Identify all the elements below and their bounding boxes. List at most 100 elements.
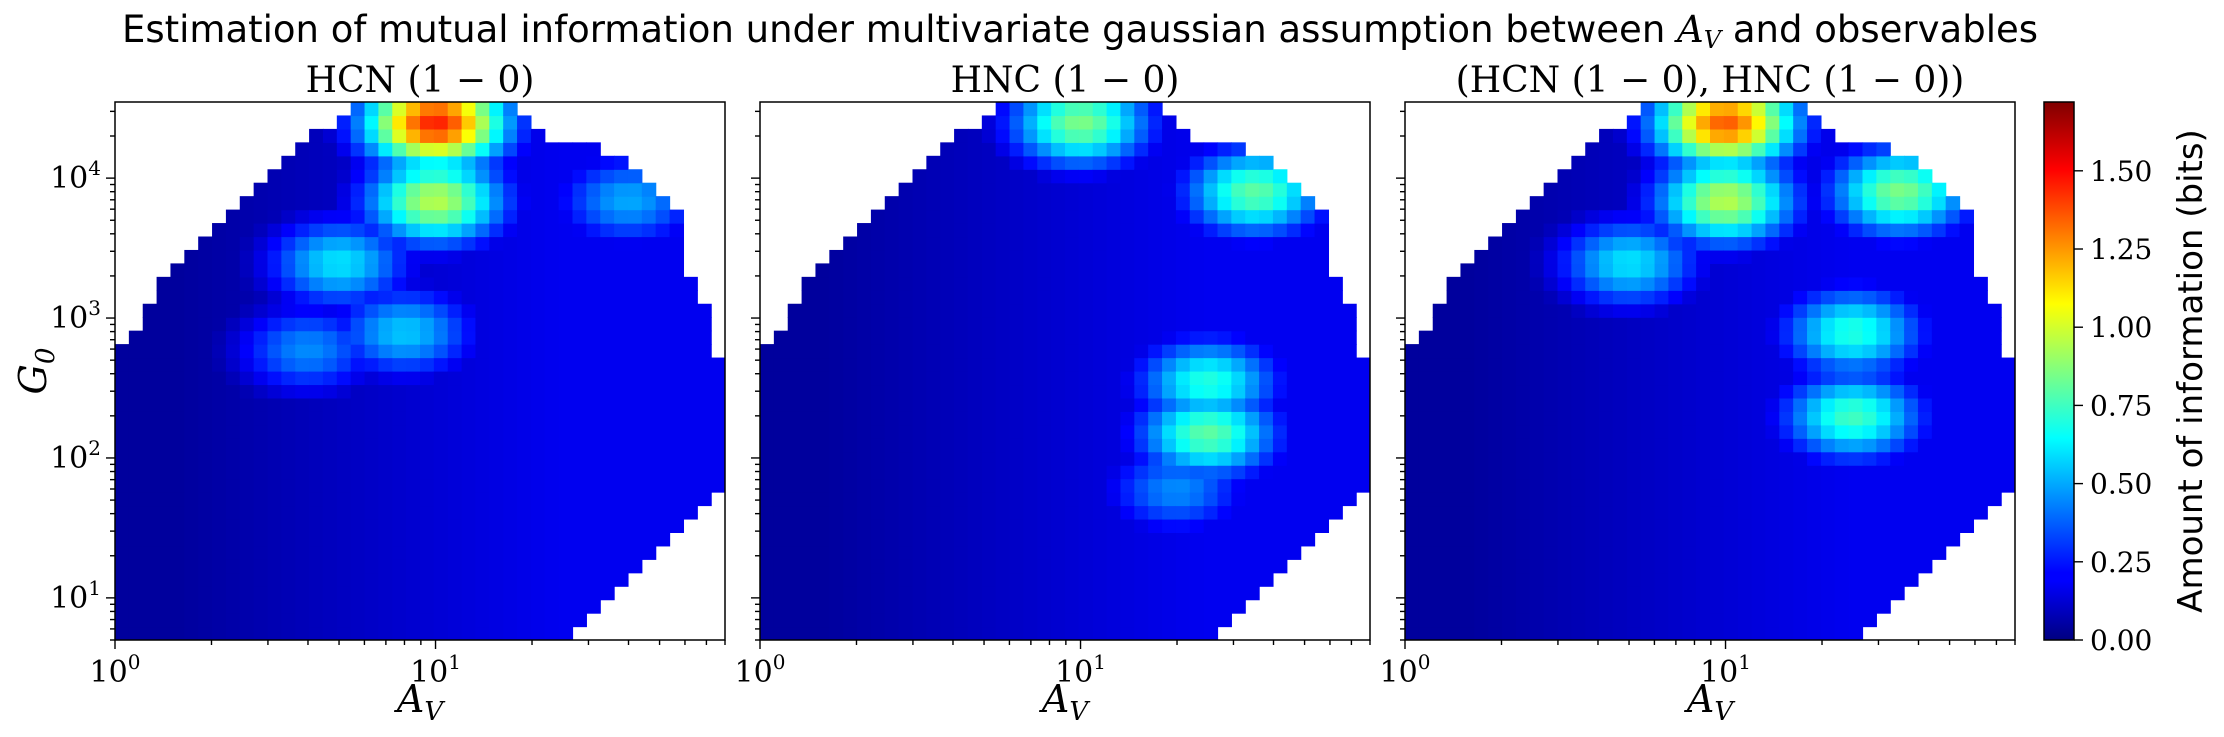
heatmap-cell (406, 169, 421, 184)
heatmap-cell (322, 532, 338, 547)
heatmap-cell (600, 276, 615, 291)
heatmap-cell (461, 209, 477, 224)
heatmap-cell (253, 451, 269, 466)
heatmap-cell (170, 438, 185, 453)
heatmap-cell (954, 330, 969, 345)
heatmap-cell (156, 371, 172, 386)
heatmap-cell (267, 330, 282, 345)
heatmap-cell (1557, 263, 1572, 278)
heatmap-cell (239, 371, 255, 386)
heatmap-cell (995, 613, 1011, 628)
heatmap-cell (253, 438, 269, 453)
heatmap-cell (1737, 276, 1753, 291)
heatmap-cell (600, 303, 615, 318)
heatmap-cell (530, 599, 546, 614)
heatmap-cell (1723, 438, 1739, 453)
heatmap-cell (1890, 290, 1905, 305)
heatmap-cell (600, 330, 615, 345)
heatmap-cell (1737, 572, 1753, 587)
heatmap-cell (1668, 586, 1683, 601)
heatmap-cell (1599, 492, 1614, 507)
heatmap-cell (1515, 599, 1531, 614)
heatmap-cell (142, 492, 158, 507)
heatmap-cell (1051, 196, 1066, 211)
heatmap-cell (433, 169, 449, 184)
heatmap-cell (1078, 276, 1094, 291)
heatmap-cell (1203, 465, 1219, 480)
heatmap-cell (336, 371, 352, 386)
heatmap-cell (1917, 357, 1933, 372)
heatmap-cell (995, 545, 1011, 560)
heatmap-cell (1460, 586, 1475, 601)
heatmap-cell (1203, 626, 1219, 640)
heatmap-cell (156, 532, 172, 547)
heatmap-cell (1945, 209, 1961, 224)
heatmap-cell (530, 276, 546, 291)
heatmap-cell (1023, 532, 1038, 547)
heatmap-cell (1862, 559, 1877, 574)
heatmap-cell (1751, 438, 1767, 453)
heatmap-cell (406, 371, 421, 386)
heatmap-cell (1009, 303, 1025, 318)
heatmap-cell (489, 518, 504, 533)
heatmap-cell (1612, 599, 1628, 614)
heatmap-cell (1890, 532, 1905, 547)
heatmap-cell (1162, 613, 1177, 628)
heatmap-cell (225, 626, 241, 640)
heatmap-cell (1502, 572, 1517, 587)
heatmap-cell (1862, 263, 1877, 278)
heatmap-cell (954, 249, 969, 264)
heatmap-cell (641, 263, 657, 278)
heatmap-cell (1189, 155, 1205, 170)
heatmap-cell (829, 438, 844, 453)
heatmap-cell (239, 545, 255, 560)
heatmap-cell (1668, 344, 1683, 359)
heatmap-cell (1529, 626, 1545, 640)
heatmap-cell (1696, 102, 1711, 117)
heatmap-cell (898, 249, 914, 264)
heatmap-cell (1488, 572, 1503, 587)
heatmap-cell (1904, 518, 1919, 533)
heatmap-cell (225, 344, 241, 359)
heatmap-cell (1599, 518, 1614, 533)
heatmap-cell (1529, 236, 1545, 251)
heatmap-cell (1668, 371, 1683, 386)
heatmap-cell (406, 263, 421, 278)
heatmap-cell (1959, 371, 1975, 386)
heatmap-cell (1175, 303, 1191, 318)
heatmap-cell (142, 438, 158, 453)
heatmap-cell (1405, 599, 1420, 614)
heatmap-cell (773, 572, 789, 587)
heatmap-cell (1571, 182, 1586, 197)
heatmap-cell (1737, 397, 1753, 412)
heatmap-cell (898, 196, 914, 211)
heatmap-cell (1765, 196, 1780, 211)
heatmap-cell (857, 276, 872, 291)
heatmap-cell (489, 209, 504, 224)
heatmap-cell (212, 411, 227, 426)
heatmap-cell (1904, 249, 1919, 264)
heatmap-cell (322, 196, 338, 211)
heatmap-cell (544, 276, 560, 291)
heatmap-cell (1023, 330, 1038, 345)
heatmap-cell (1945, 263, 1961, 278)
heatmap-cell (1571, 384, 1586, 399)
heatmap-cell (433, 599, 449, 614)
heatmap-cell (954, 572, 969, 587)
heatmap-cell (517, 599, 532, 614)
heatmap-cell (586, 182, 601, 197)
heatmap-cell (1820, 236, 1836, 251)
heatmap-cell (898, 478, 914, 493)
heatmap-cell (1710, 223, 1725, 238)
heatmap-cell (184, 492, 199, 507)
heatmap-cell (787, 478, 803, 493)
heatmap-cell (857, 424, 872, 439)
heatmap-cell (995, 196, 1011, 211)
heatmap-cell (336, 303, 352, 318)
heatmap-cell (1599, 223, 1614, 238)
heatmap-cell (156, 518, 172, 533)
heatmap-cell (1640, 371, 1656, 386)
heatmap-cell (1599, 276, 1614, 291)
heatmap-cell (641, 223, 657, 238)
heatmap-cell (322, 276, 338, 291)
